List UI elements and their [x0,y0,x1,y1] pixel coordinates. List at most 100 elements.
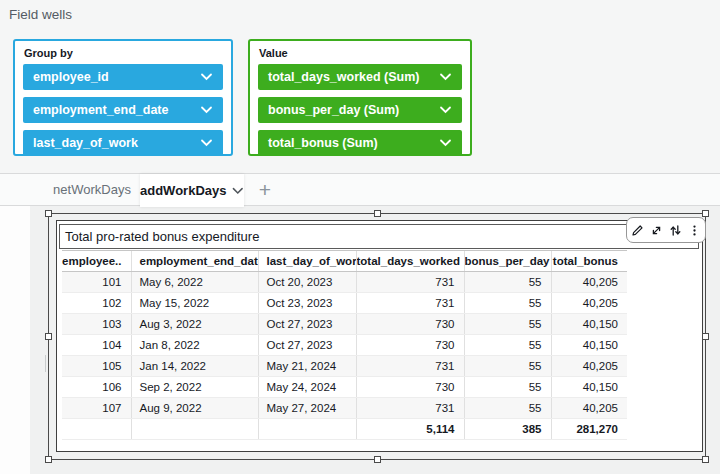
value-label: Value [259,47,470,59]
cell: Oct 20, 2023 [258,272,356,293]
chevron-down-icon [439,139,452,147]
resize-handle-top-center[interactable] [374,210,381,217]
field-pill-label: bonus_per_day (Sum) [268,103,399,117]
add-sheet-button[interactable]: + [252,176,278,204]
tab-label: netWorkDays [53,182,131,197]
cell: Sep 2, 2022 [131,377,258,398]
plus-icon: + [259,178,271,202]
table-header-row: employee.. employment_end_date last_day_… [62,251,627,272]
cell: May 27, 2024 [258,398,356,419]
field-pill-label: employment_end_date [33,103,168,117]
chevron-down-icon [439,106,452,114]
visual-toolbar [626,217,706,243]
cell: 104 [62,335,131,356]
total-cell [258,419,356,440]
field-pill-total-bonus[interactable]: total_bonus (Sum) [258,130,462,156]
table-row: 103 Aug 3, 2022 Oct 27, 2023 730 55 40,1… [62,314,627,335]
cell: 55 [464,335,551,356]
cell: May 6, 2022 [131,272,258,293]
cell: 101 [62,272,131,293]
resize-handle-top-left[interactable] [45,210,52,217]
chevron-down-icon [200,139,213,147]
left-gutter [0,175,30,474]
resize-handle-bottom-right[interactable] [702,456,709,463]
field-pill-last-day-of-work[interactable]: last_day_of_work [23,130,223,156]
resize-handle-mid-left[interactable] [45,333,52,340]
cell: Jan 14, 2022 [131,356,258,377]
cell: 55 [464,356,551,377]
cell: 40,205 [551,272,627,293]
column-header[interactable]: total_bonus [551,251,627,272]
chevron-down-icon [439,73,452,81]
cell: Oct 27, 2023 [258,314,356,335]
cell: 103 [62,314,131,335]
cell: Oct 27, 2023 [258,335,356,356]
cell: 730 [356,377,464,398]
table-row: 107 Aug 9, 2022 May 27, 2024 731 55 40,2… [62,398,627,419]
cell: 102 [62,293,131,314]
resize-handle-mid-right[interactable] [702,333,709,340]
group-by-label: Group by [24,47,231,59]
cell: May 15, 2022 [131,293,258,314]
tab-separator [45,355,46,372]
cell: Jan 8, 2022 [131,335,258,356]
edit-pencil-icon[interactable] [630,222,646,238]
resize-handle-bottom-center[interactable] [374,456,381,463]
table-row: 105 Jan 14, 2022 May 21, 2024 731 55 40,… [62,356,627,377]
cell: 55 [464,398,551,419]
chevron-down-icon [200,106,213,114]
cell: 105 [62,356,131,377]
swap-arrows-icon[interactable] [667,222,683,238]
column-header[interactable]: bonus_per_day [464,251,551,272]
column-header[interactable]: total_days_worked [356,251,464,272]
cell: Aug 3, 2022 [131,314,258,335]
cell: 40,150 [551,314,627,335]
tab-label: addWorkDays [140,183,226,198]
cell: 107 [62,398,131,419]
cell: 55 [464,293,551,314]
menu-kebab-icon[interactable] [686,222,702,238]
cell: 40,150 [551,335,627,356]
cell: 40,205 [551,293,627,314]
cell: 106 [62,377,131,398]
cell: May 21, 2024 [258,356,356,377]
cell: May 24, 2024 [258,377,356,398]
field-pill-employment-end-date[interactable]: employment_end_date [23,97,223,123]
cell: 40,150 [551,377,627,398]
visual-title[interactable]: Total pro-rated bonus expenditure [59,224,699,249]
table-row: 104 Jan 8, 2022 Oct 27, 2023 730 55 40,1… [62,335,627,356]
value-well: Value total_days_worked (Sum) bonus_per_… [248,39,472,156]
page-title: Field wells [9,7,72,22]
total-cell: 5,114 [356,419,464,440]
field-pill-bonus-per-day[interactable]: bonus_per_day (Sum) [258,97,462,123]
cell: 731 [356,272,464,293]
resize-handle-bottom-left[interactable] [45,456,52,463]
tab-networkdays[interactable]: netWorkDays [46,174,138,205]
field-pill-total-days-worked[interactable]: total_days_worked (Sum) [258,64,462,90]
field-pill-employee-id[interactable]: employee_id [23,64,223,90]
cell: 730 [356,314,464,335]
cell: 40,205 [551,398,627,419]
cell: 55 [464,314,551,335]
tab-addworkdays[interactable]: addWorkDays [140,174,244,207]
cell: 731 [356,356,464,377]
cell: 730 [356,335,464,356]
column-header[interactable]: last_day_of_work [258,251,356,272]
maximize-icon[interactable] [649,222,665,238]
column-header[interactable]: employment_end_date [131,251,258,272]
cell: 40,205 [551,356,627,377]
resize-handle-top-right[interactable] [702,210,709,217]
field-pill-label: total_bonus (Sum) [268,136,378,150]
cell: Aug 9, 2022 [131,398,258,419]
field-pill-label: employee_id [33,70,109,84]
chevron-down-icon [200,73,213,81]
column-header[interactable]: employee.. [62,251,131,272]
chevron-down-icon [232,187,244,195]
field-pill-label: last_day_of_work [33,136,138,150]
table-visual[interactable]: Total pro-rated bonus expenditure employ… [56,220,703,452]
total-cell: 385 [464,419,551,440]
cell: 55 [464,377,551,398]
table-row: 106 Sep 2, 2022 May 24, 2024 730 55 40,1… [62,377,627,398]
total-cell: 281,270 [551,419,627,440]
cell: Oct 23, 2023 [258,293,356,314]
